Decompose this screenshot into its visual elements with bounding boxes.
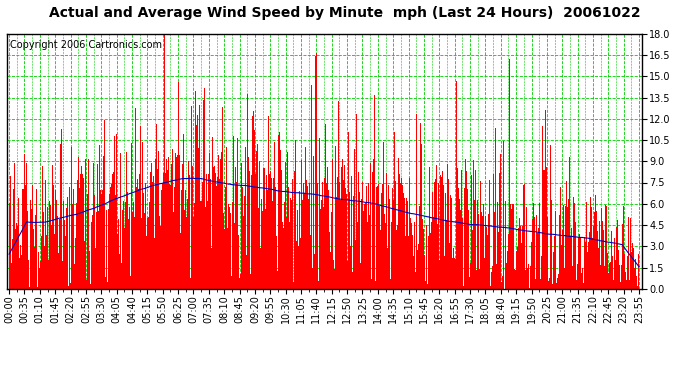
Text: Actual and Average Wind Speed by Minute  mph (Last 24 Hours)  20061022: Actual and Average Wind Speed by Minute … xyxy=(49,6,641,20)
Text: Copyright 2006 Cartronics.com: Copyright 2006 Cartronics.com xyxy=(10,40,162,50)
